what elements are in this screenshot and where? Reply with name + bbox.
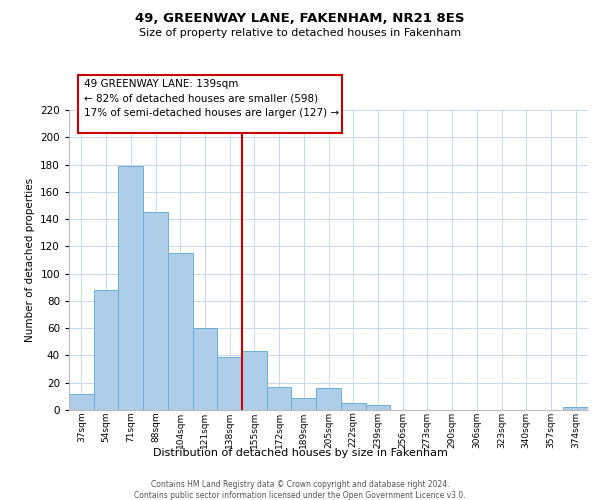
Bar — [69, 394, 94, 410]
Bar — [168, 253, 193, 410]
Bar — [316, 388, 341, 410]
Y-axis label: Number of detached properties: Number of detached properties — [25, 178, 35, 342]
Text: Distribution of detached houses by size in Fakenham: Distribution of detached houses by size … — [152, 448, 448, 458]
Bar — [563, 408, 588, 410]
Text: Contains public sector information licensed under the Open Government Licence v3: Contains public sector information licen… — [134, 491, 466, 500]
Bar — [143, 212, 168, 410]
Text: Contains HM Land Registry data © Crown copyright and database right 2024.: Contains HM Land Registry data © Crown c… — [151, 480, 449, 489]
Bar — [193, 328, 217, 410]
Bar — [217, 357, 242, 410]
Bar — [94, 290, 118, 410]
Bar — [292, 398, 316, 410]
Bar — [242, 352, 267, 410]
Bar — [118, 166, 143, 410]
Bar — [267, 387, 292, 410]
Text: 49 GREENWAY LANE: 139sqm
← 82% of detached houses are smaller (598)
17% of semi-: 49 GREENWAY LANE: 139sqm ← 82% of detach… — [84, 79, 339, 118]
Text: 49, GREENWAY LANE, FAKENHAM, NR21 8ES: 49, GREENWAY LANE, FAKENHAM, NR21 8ES — [135, 12, 465, 26]
Bar — [365, 404, 390, 410]
Bar — [341, 403, 365, 410]
Text: Size of property relative to detached houses in Fakenham: Size of property relative to detached ho… — [139, 28, 461, 38]
